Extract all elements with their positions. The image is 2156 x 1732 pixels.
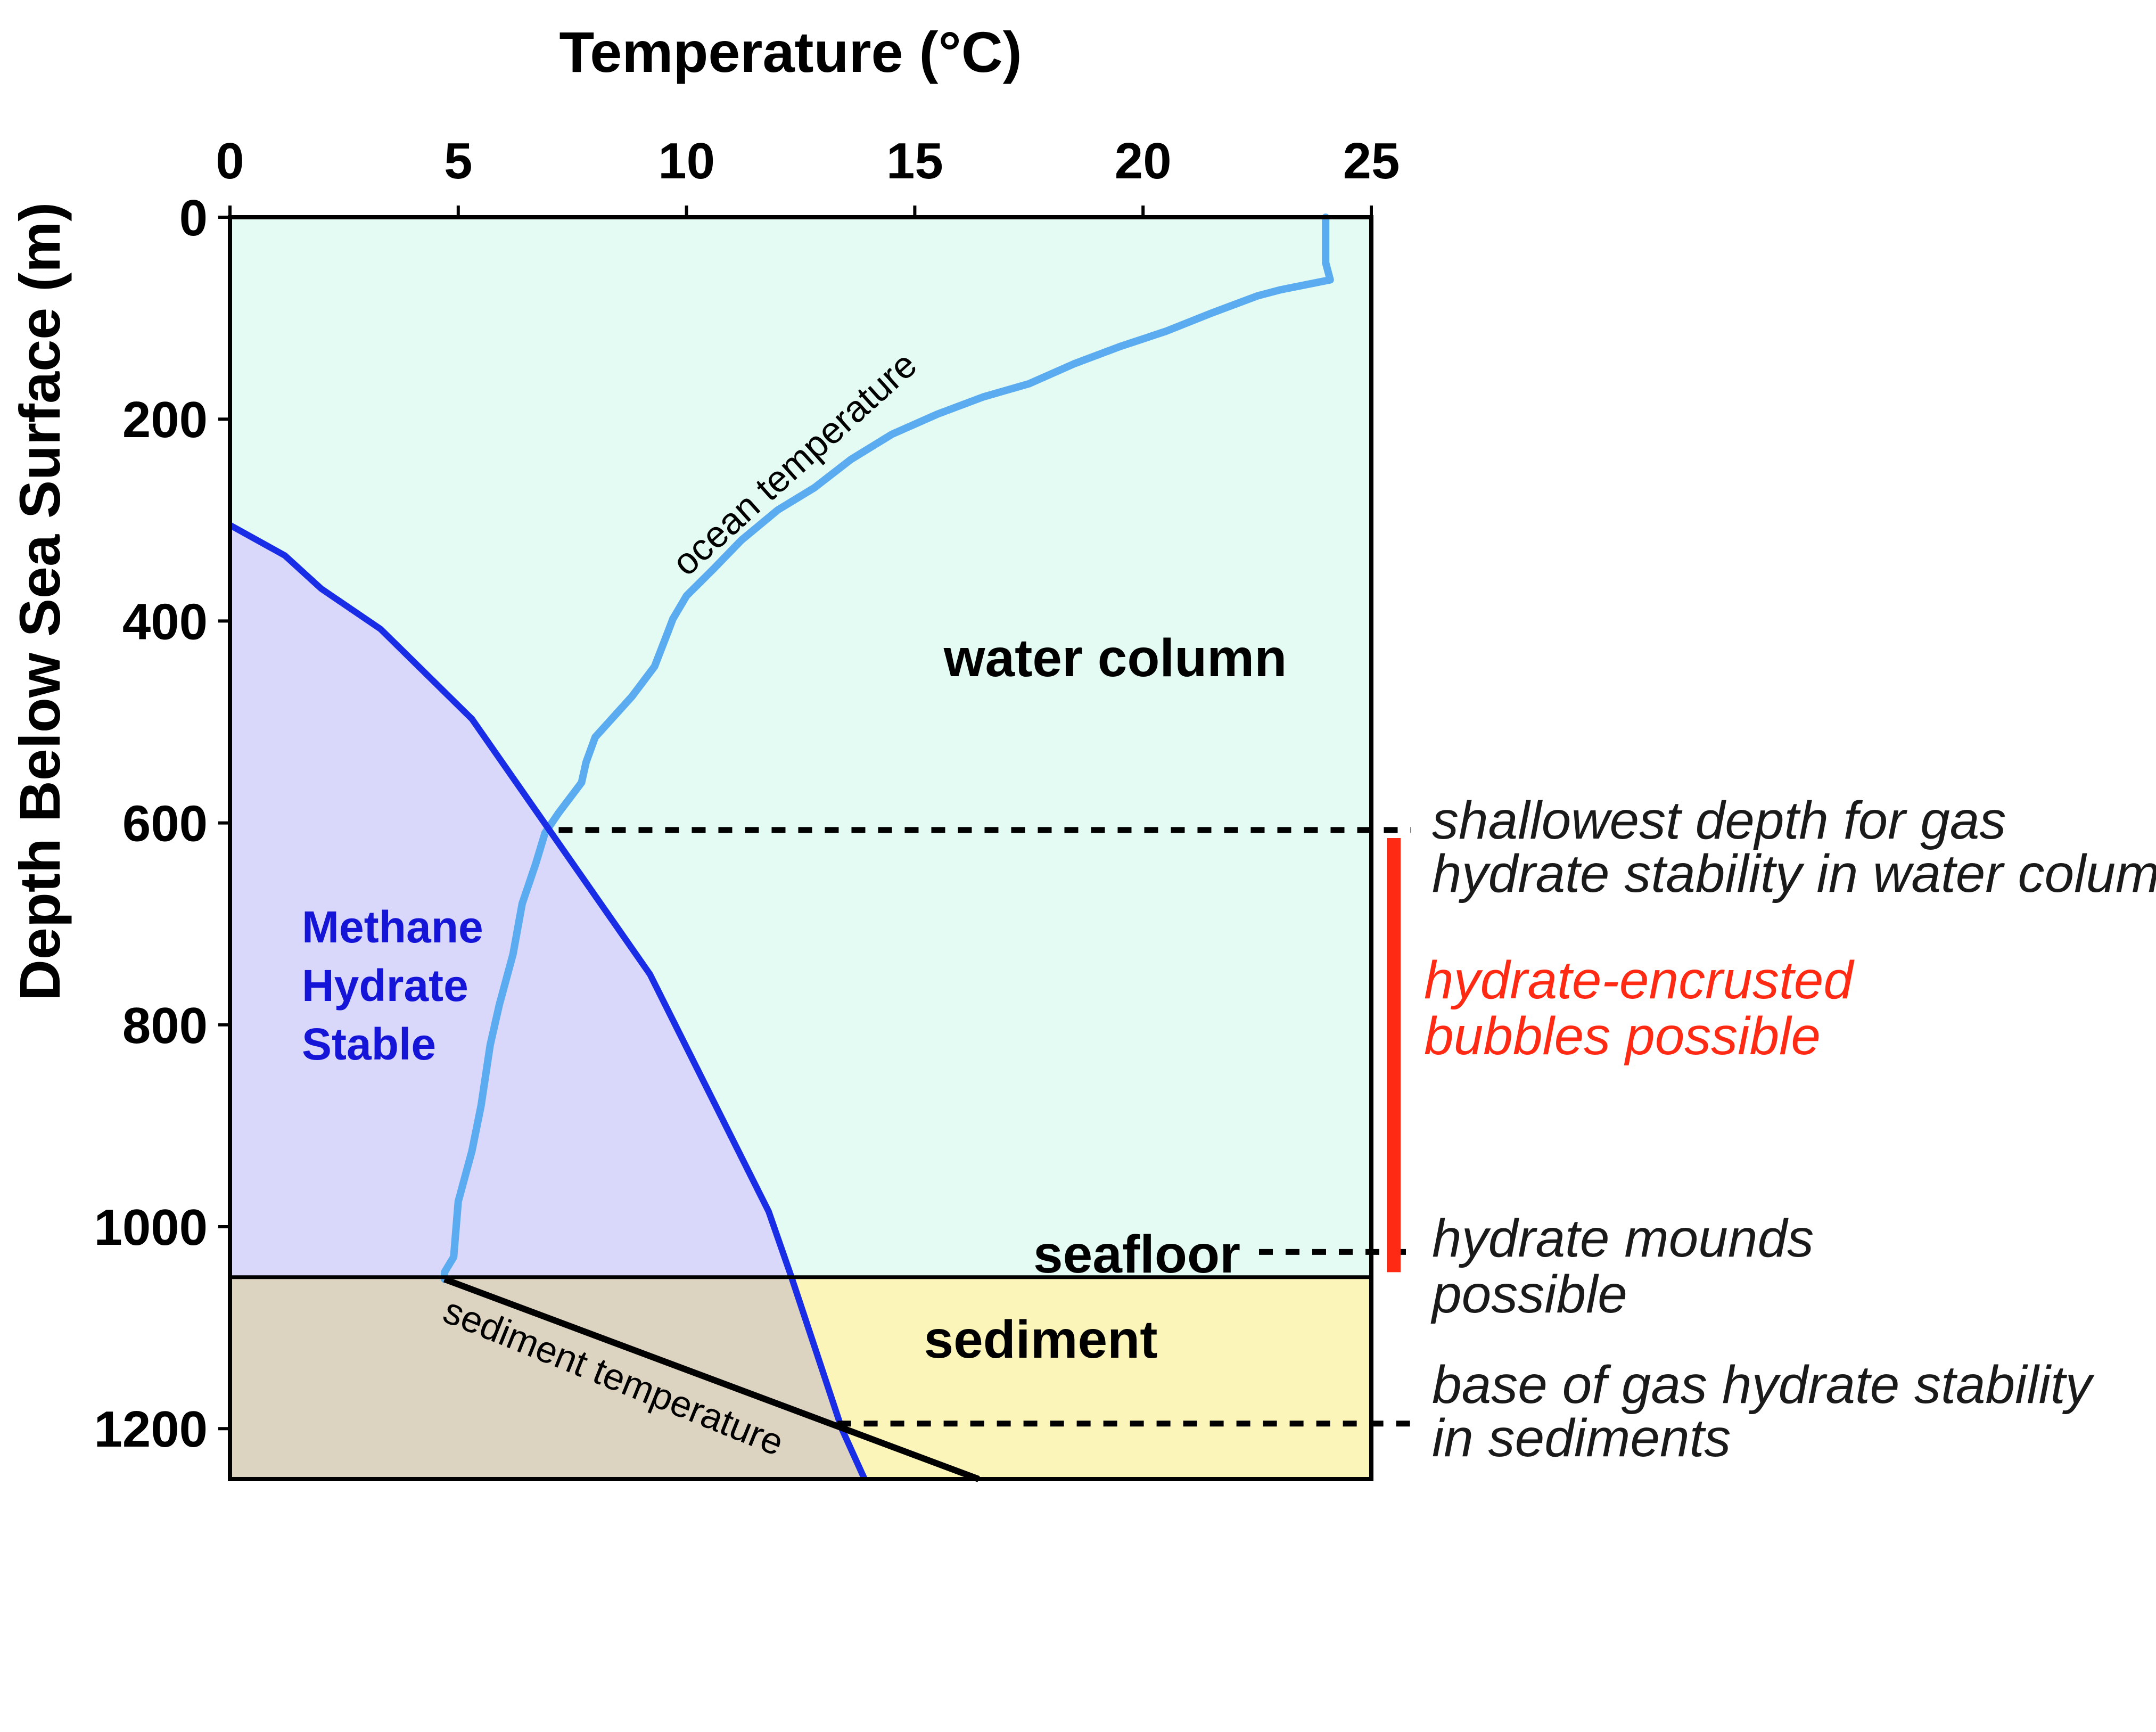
ocean-temperature-line	[441, 214, 1334, 1283]
y-axis-ticks: 0 200 400 600 800 1000 1200	[94, 190, 230, 1458]
y-tick-label: 200	[122, 391, 208, 448]
y-axis-title: Depth Below Sea Surface (m)	[7, 202, 72, 1001]
x-axis-title: Temperature (°C)	[559, 20, 1022, 84]
methane-label: Methane	[302, 902, 483, 952]
x-tick-label: 20	[1115, 133, 1172, 190]
y-tick-label: 400	[122, 593, 208, 650]
mounds-note-line2: possible	[1430, 1265, 1627, 1324]
x-tick-label: 10	[658, 133, 715, 190]
base-note-line1: base of gas hydrate stability	[1432, 1355, 2095, 1415]
shallowest-note-line1: shallowest depth for gas	[1432, 791, 2006, 850]
y-tick-label: 1000	[94, 1199, 208, 1256]
stable-label: Stable	[302, 1019, 436, 1069]
sediment-hydrate-region	[230, 1277, 865, 1479]
encrusted-note-line2: bubbles possible	[1424, 1006, 1821, 1066]
base-note-line2: in sediments	[1432, 1408, 1731, 1468]
water-column-label: water column	[943, 628, 1287, 688]
shallowest-note-line2: hydrate stability in water column	[1432, 844, 2156, 904]
encrusted-note-line1: hydrate-encrusted	[1424, 950, 1855, 1010]
x-tick-label: 5	[444, 133, 472, 190]
y-tick-label: 0	[179, 190, 208, 247]
hydrate-stable-region	[230, 525, 792, 1277]
sediment-temperature-line	[443, 1276, 980, 1482]
hydrate-stability-boundary-line	[228, 522, 868, 1481]
x-axis-ticks: 0 5 10 15 20 25	[216, 133, 1400, 217]
seafloor-label: seafloor	[1033, 1225, 1240, 1284]
y-tick-label: 1200	[94, 1401, 208, 1458]
x-tick-label: 0	[216, 133, 244, 190]
hydrate-label: Hydrate	[302, 961, 468, 1011]
x-tick-label: 15	[886, 133, 943, 190]
y-tick-label: 800	[122, 997, 208, 1054]
mounds-note-line1: hydrate mounds	[1432, 1209, 1814, 1268]
x-tick-label: 25	[1343, 133, 1400, 190]
plot-frame	[228, 215, 1373, 1481]
sediment-label: sediment	[924, 1310, 1157, 1369]
y-tick-label: 600	[122, 795, 208, 852]
